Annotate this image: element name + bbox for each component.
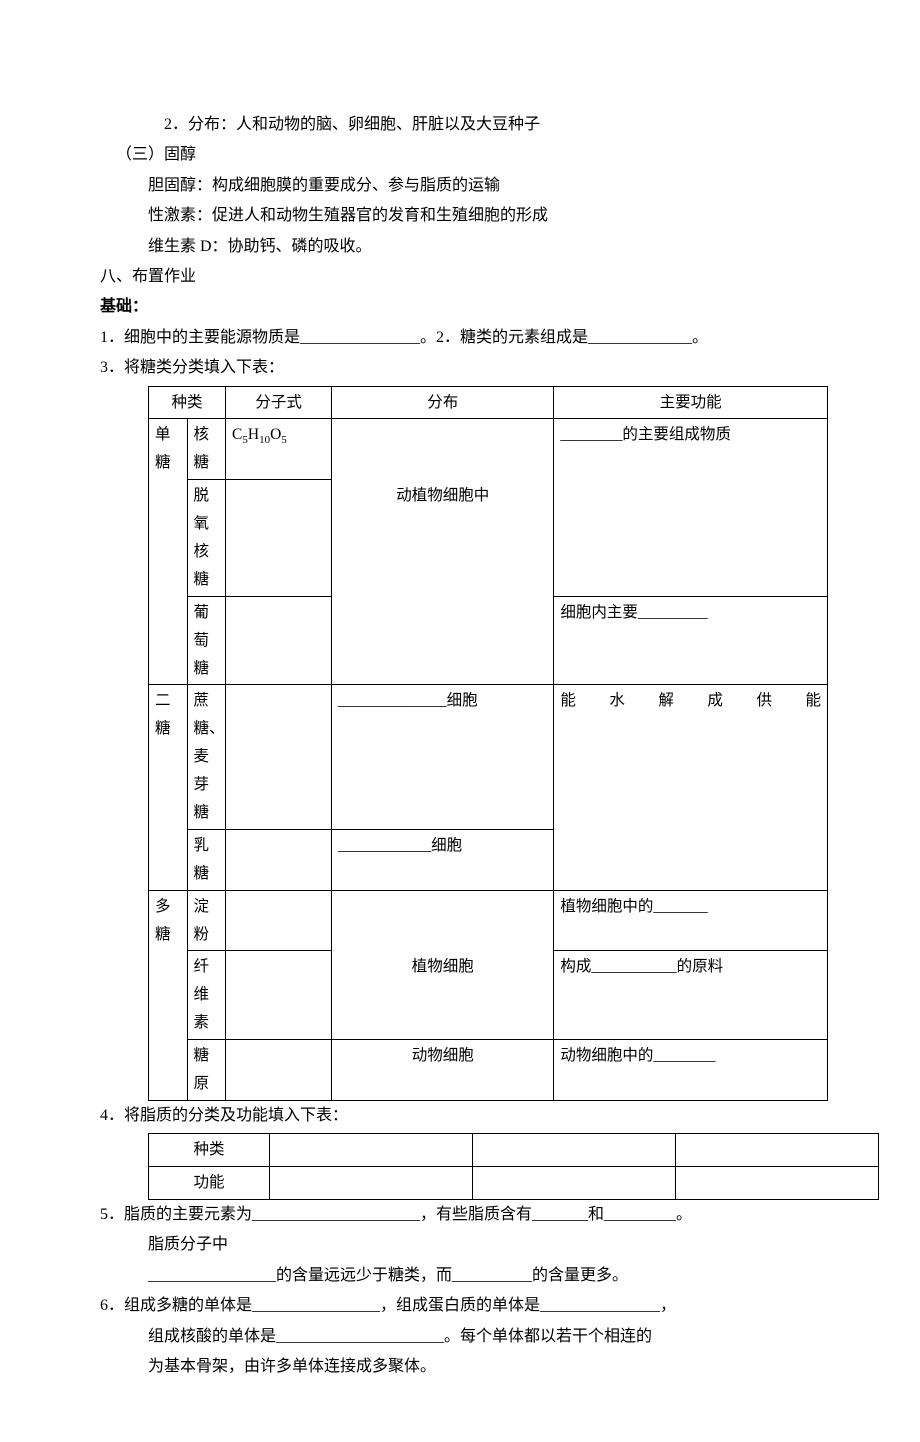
cell-empty: [226, 1040, 332, 1101]
cell-poly-label: 多糖: [149, 890, 188, 1100]
cell-empty: [473, 1134, 676, 1167]
cell-empty: [226, 685, 332, 829]
table-row: 脱氧核糖 动植物细胞中: [149, 480, 828, 597]
cell-cellulose: 纤维素: [187, 951, 226, 1040]
cell-mono-dist-top: [332, 419, 554, 480]
cell-empty: [226, 829, 332, 890]
cell-mono-func-top: ________的主要组成物质: [554, 419, 828, 480]
sugar-classification-table: 种类 分子式 分布 主要功能 单糖 核糖 C5H10O5 ________的主要…: [148, 386, 828, 1101]
question-6-line3: 为基本骨架，由许多单体连接成多聚体。: [100, 1352, 820, 1382]
cell-mono-label: 单糖: [149, 419, 188, 685]
table-row: 糖原 动物细胞 动物细胞中的________: [149, 1040, 828, 1101]
cell-empty: [676, 1134, 879, 1167]
cell-mono-dist-mid: 动植物细胞中: [332, 480, 554, 597]
table-row: 功能: [149, 1167, 879, 1200]
cell-starch: 淀粉: [187, 890, 226, 951]
cell-glucose: 葡萄糖: [187, 596, 226, 685]
question-1-2: 1．细胞中的主要能源物质是_______________。2．糖类的元素组成是_…: [100, 323, 820, 353]
table-row: 葡萄糖 细胞内主要_________: [149, 596, 828, 685]
cell-empty: [473, 1167, 676, 1200]
cell-poly-func-top: 植物细胞中的_______: [554, 890, 828, 951]
cell-lipid-function: 功能: [149, 1167, 270, 1200]
heading-basic: 基础：: [100, 292, 820, 322]
cell-poly-func-mid: 构成___________的原料: [554, 951, 828, 1040]
heading-homework: 八、布置作业: [100, 262, 820, 292]
question-5-line2: 脂质分子中: [100, 1230, 820, 1260]
col-formula: 分子式: [226, 386, 332, 419]
cell-ribose-formula: C5H10O5: [226, 419, 332, 480]
cell-lactose: 乳糖: [187, 829, 226, 890]
cell-glycogen: 糖原: [187, 1040, 226, 1101]
note-cholesterol: 胆固醇：构成细胞膜的重要成分、参与脂质的运输: [100, 171, 820, 201]
cell-empty: [226, 596, 332, 685]
table-row: 二糖 蔗糖、麦芽糖 ______________细胞 能水解成供能: [149, 685, 828, 829]
col-function: 主要功能: [554, 386, 828, 419]
question-5-line3: ________________的含量远远少于糖类，而__________的含量…: [100, 1261, 820, 1291]
cell-poly-dist-animal: 动物细胞: [332, 1040, 554, 1101]
cell-di-dist-2: ____________细胞: [332, 829, 554, 890]
lipid-table-wrap: 种类 功能: [100, 1133, 820, 1200]
table-row: 多糖 淀粉 植物细胞中的_______: [149, 890, 828, 951]
cell-poly-func-bottom: 动物细胞中的________: [554, 1040, 828, 1101]
note-sex-hormone: 性激素：促进人和动物生殖器官的发育和生殖细胞的形成: [100, 201, 820, 231]
cell-mono-func-bottom: 细胞内主要_________: [554, 596, 828, 685]
cell-lipid-type: 种类: [149, 1134, 270, 1167]
cell-empty: [226, 951, 332, 1040]
cell-mono-func-mid: [554, 480, 828, 597]
cell-di-label: 二糖: [149, 685, 188, 890]
heading-sterol: （三）固醇: [100, 140, 820, 170]
note-vitamin-d: 维生素 D：协助钙、磷的吸收。: [100, 232, 820, 262]
table-row: 纤维素 植物细胞 构成___________的原料: [149, 951, 828, 1040]
table-header-row: 种类 分子式 分布 主要功能: [149, 386, 828, 419]
question-6-line2: 组成核酸的单体是_____________________。每个单体都以若干个相…: [100, 1322, 820, 1352]
col-type: 种类: [149, 386, 226, 419]
cell-ribose: 核糖: [187, 419, 226, 480]
cell-empty: [226, 480, 332, 597]
cell-sucrose-maltose: 蔗糖、麦芽糖: [187, 685, 226, 829]
cell-empty: [226, 890, 332, 951]
col-distribution: 分布: [332, 386, 554, 419]
question-5-line1: 5．脂质的主要元素为_____________________，有些脂质含有__…: [100, 1200, 820, 1230]
cell-empty: [270, 1134, 473, 1167]
table-row: 单糖 核糖 C5H10O5 ________的主要组成物质: [149, 419, 828, 480]
question-6-line1: 6．组成多糖的单体是________________，组成蛋白质的单体是____…: [100, 1291, 820, 1321]
question-4-intro: 4．将脂质的分类及功能填入下表：: [100, 1101, 820, 1131]
cell-deoxyribose: 脱氧核糖: [187, 480, 226, 597]
question-3-intro: 3．将糖类分类填入下表：: [100, 353, 820, 383]
cell-mono-dist-bottom: [332, 596, 554, 685]
table-row: 种类: [149, 1134, 879, 1167]
cell-empty: [676, 1167, 879, 1200]
sugar-table-wrap: 种类 分子式 分布 主要功能 单糖 核糖 C5H10O5 ________的主要…: [100, 386, 820, 1101]
cell-poly-dist-top: [332, 890, 554, 951]
cell-empty: [270, 1167, 473, 1200]
document-page: 2．分布：人和动物的脑、卵细胞、肝脏以及大豆种子 （三）固醇 胆固醇：构成细胞膜…: [0, 0, 920, 1442]
cell-di-func: 能水解成供能: [554, 685, 828, 890]
cell-di-dist-1: ______________细胞: [332, 685, 554, 829]
note-distribution: 2．分布：人和动物的脑、卵细胞、肝脏以及大豆种子: [100, 110, 820, 140]
cell-poly-dist-plant: 植物细胞: [332, 951, 554, 1040]
lipid-table: 种类 功能: [148, 1133, 879, 1200]
